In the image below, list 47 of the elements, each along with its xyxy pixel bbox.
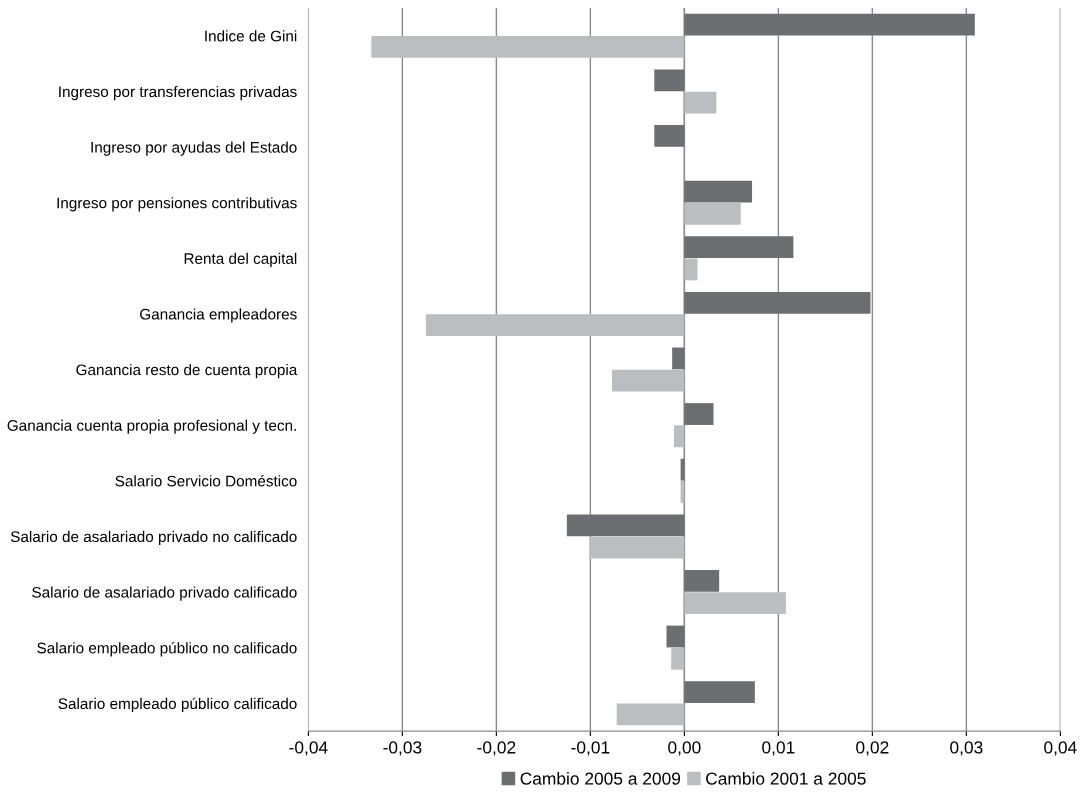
y-tick-label: Indice de Gini <box>205 30 297 42</box>
bar <box>684 91 717 114</box>
y-tick-label: Salario empleado público no calificado <box>37 642 297 657</box>
bar <box>666 625 685 648</box>
x-tick-label: 0,00 <box>668 741 701 756</box>
bar <box>371 36 685 58</box>
bar <box>674 425 685 448</box>
bar <box>684 202 741 225</box>
y-tick-label: Ingreso por transferencias privadas <box>59 85 297 101</box>
x-tick-label: 0,01 <box>762 741 795 756</box>
bar <box>684 681 755 704</box>
bar <box>616 703 685 726</box>
x-tick-label: 0,03 <box>950 741 983 756</box>
bar <box>684 403 714 425</box>
x-tick-label: -0,03 <box>383 741 422 756</box>
y-tick-label: Renta del capital <box>184 252 297 267</box>
legend-label: Cambio 2001 a 2005 <box>706 772 866 785</box>
bar <box>589 536 685 559</box>
y-tick-label: Salario Servicio Doméstico <box>115 475 297 487</box>
bar <box>672 347 685 370</box>
bar <box>684 592 786 615</box>
bar <box>684 236 794 259</box>
x-tick-label: -0,04 <box>289 741 328 756</box>
bar <box>611 369 685 392</box>
y-tick-label: Ganancia resto de cuenta propia <box>76 364 298 379</box>
x-tick-label: -0,02 <box>477 741 516 756</box>
x-tick-label: -0,01 <box>571 741 610 756</box>
bar <box>684 258 698 281</box>
bar <box>654 125 685 147</box>
bar <box>684 180 753 203</box>
legend-label: Cambio 2005 a 2009 <box>520 772 681 785</box>
x-tick-label: 0,02 <box>856 741 889 756</box>
x-tick-label: 0,04 <box>1044 741 1077 756</box>
y-tick-label: Ganancia cuenta propia profesional y tecn. <box>7 419 296 434</box>
bar <box>684 13 975 36</box>
y-tick-label: Ganancia empleadores <box>140 308 297 323</box>
bar <box>566 514 685 537</box>
bar <box>671 647 685 670</box>
y-tick-label: Salario de asalariado privado calificado <box>32 586 297 601</box>
bar <box>654 69 685 92</box>
y-tick-label: Ingreso por ayudas del Estado <box>91 141 297 156</box>
bar <box>684 291 871 314</box>
y-tick-label: Salario de asalariado privado no calificado <box>10 530 297 546</box>
y-tick-label: Salario empleado público calificado <box>58 697 297 713</box>
bar <box>684 570 720 592</box>
y-tick-label: Ingreso por pensiones contributivas <box>57 197 297 212</box>
bar <box>425 314 685 336</box>
